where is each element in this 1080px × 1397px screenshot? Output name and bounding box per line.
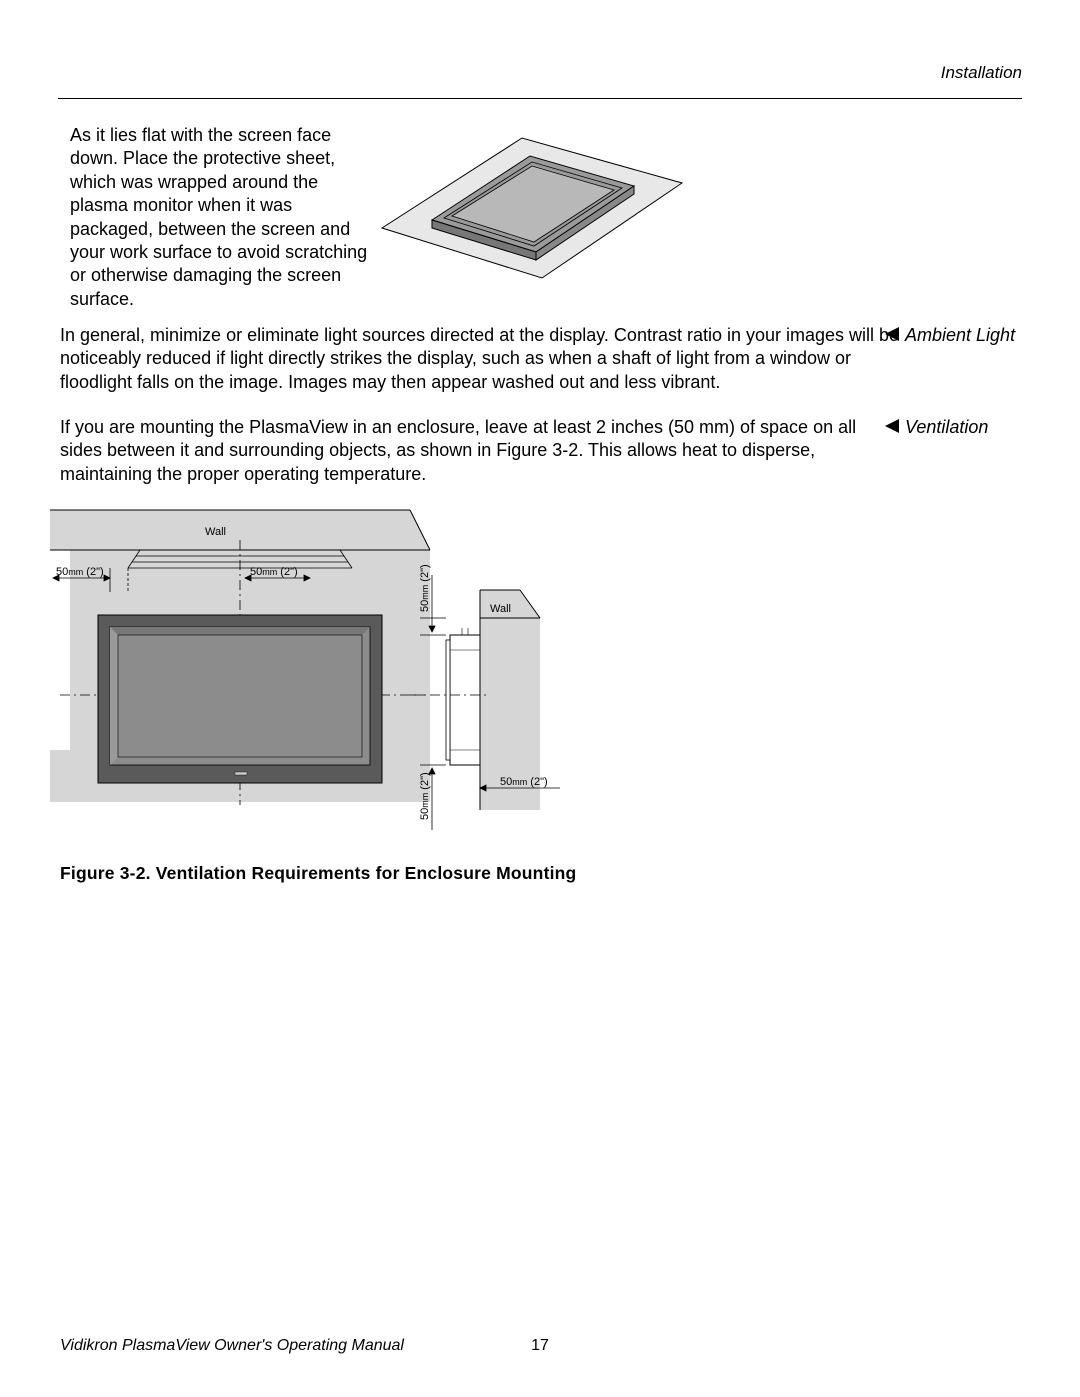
dim-label: 50mm (2") (419, 772, 431, 820)
dim-label: 50mm (2") (500, 776, 548, 788)
header-section-label: Installation (941, 62, 1022, 84)
footer: Vidikron PlasmaView Owner's Operating Ma… (60, 1336, 1020, 1357)
diagram-facedown-isometric (372, 118, 692, 298)
side-label-ventilation: Ventilation (905, 416, 988, 439)
paragraph-ventilation: If you are mounting the PlasmaView in an… (60, 416, 900, 486)
header-rule (58, 98, 1022, 99)
figure-ventilation-diagram: Wall 50mm (2") 50mm (2") (50, 500, 630, 845)
dim-label: 50mm (2") (419, 564, 431, 612)
triangle-left-icon (883, 418, 901, 434)
triangle-left-icon (883, 326, 901, 342)
figure-reference: Figure 3-2 (496, 440, 578, 460)
page: Installation As it lies flat with the sc… (0, 0, 1080, 1397)
figure-caption: Figure 3-2. Ventilation Requirements for… (60, 862, 576, 885)
dim-label: 50mm (2") (56, 566, 104, 578)
page-number: 17 (531, 1336, 549, 1357)
paragraph-ambient-light: In general, minimize or eliminate light … (60, 324, 900, 394)
side-label-ambient: Ambient Light (905, 324, 1015, 347)
wall-label: Wall (490, 603, 511, 615)
paragraph-protective-sheet: As it lies flat with the screen face dow… (70, 124, 370, 311)
wall-label: Wall (205, 526, 226, 538)
dim-label: 50mm (2") (250, 566, 298, 578)
footer-title: Vidikron PlasmaView Owner's Operating Ma… (60, 1337, 404, 1354)
